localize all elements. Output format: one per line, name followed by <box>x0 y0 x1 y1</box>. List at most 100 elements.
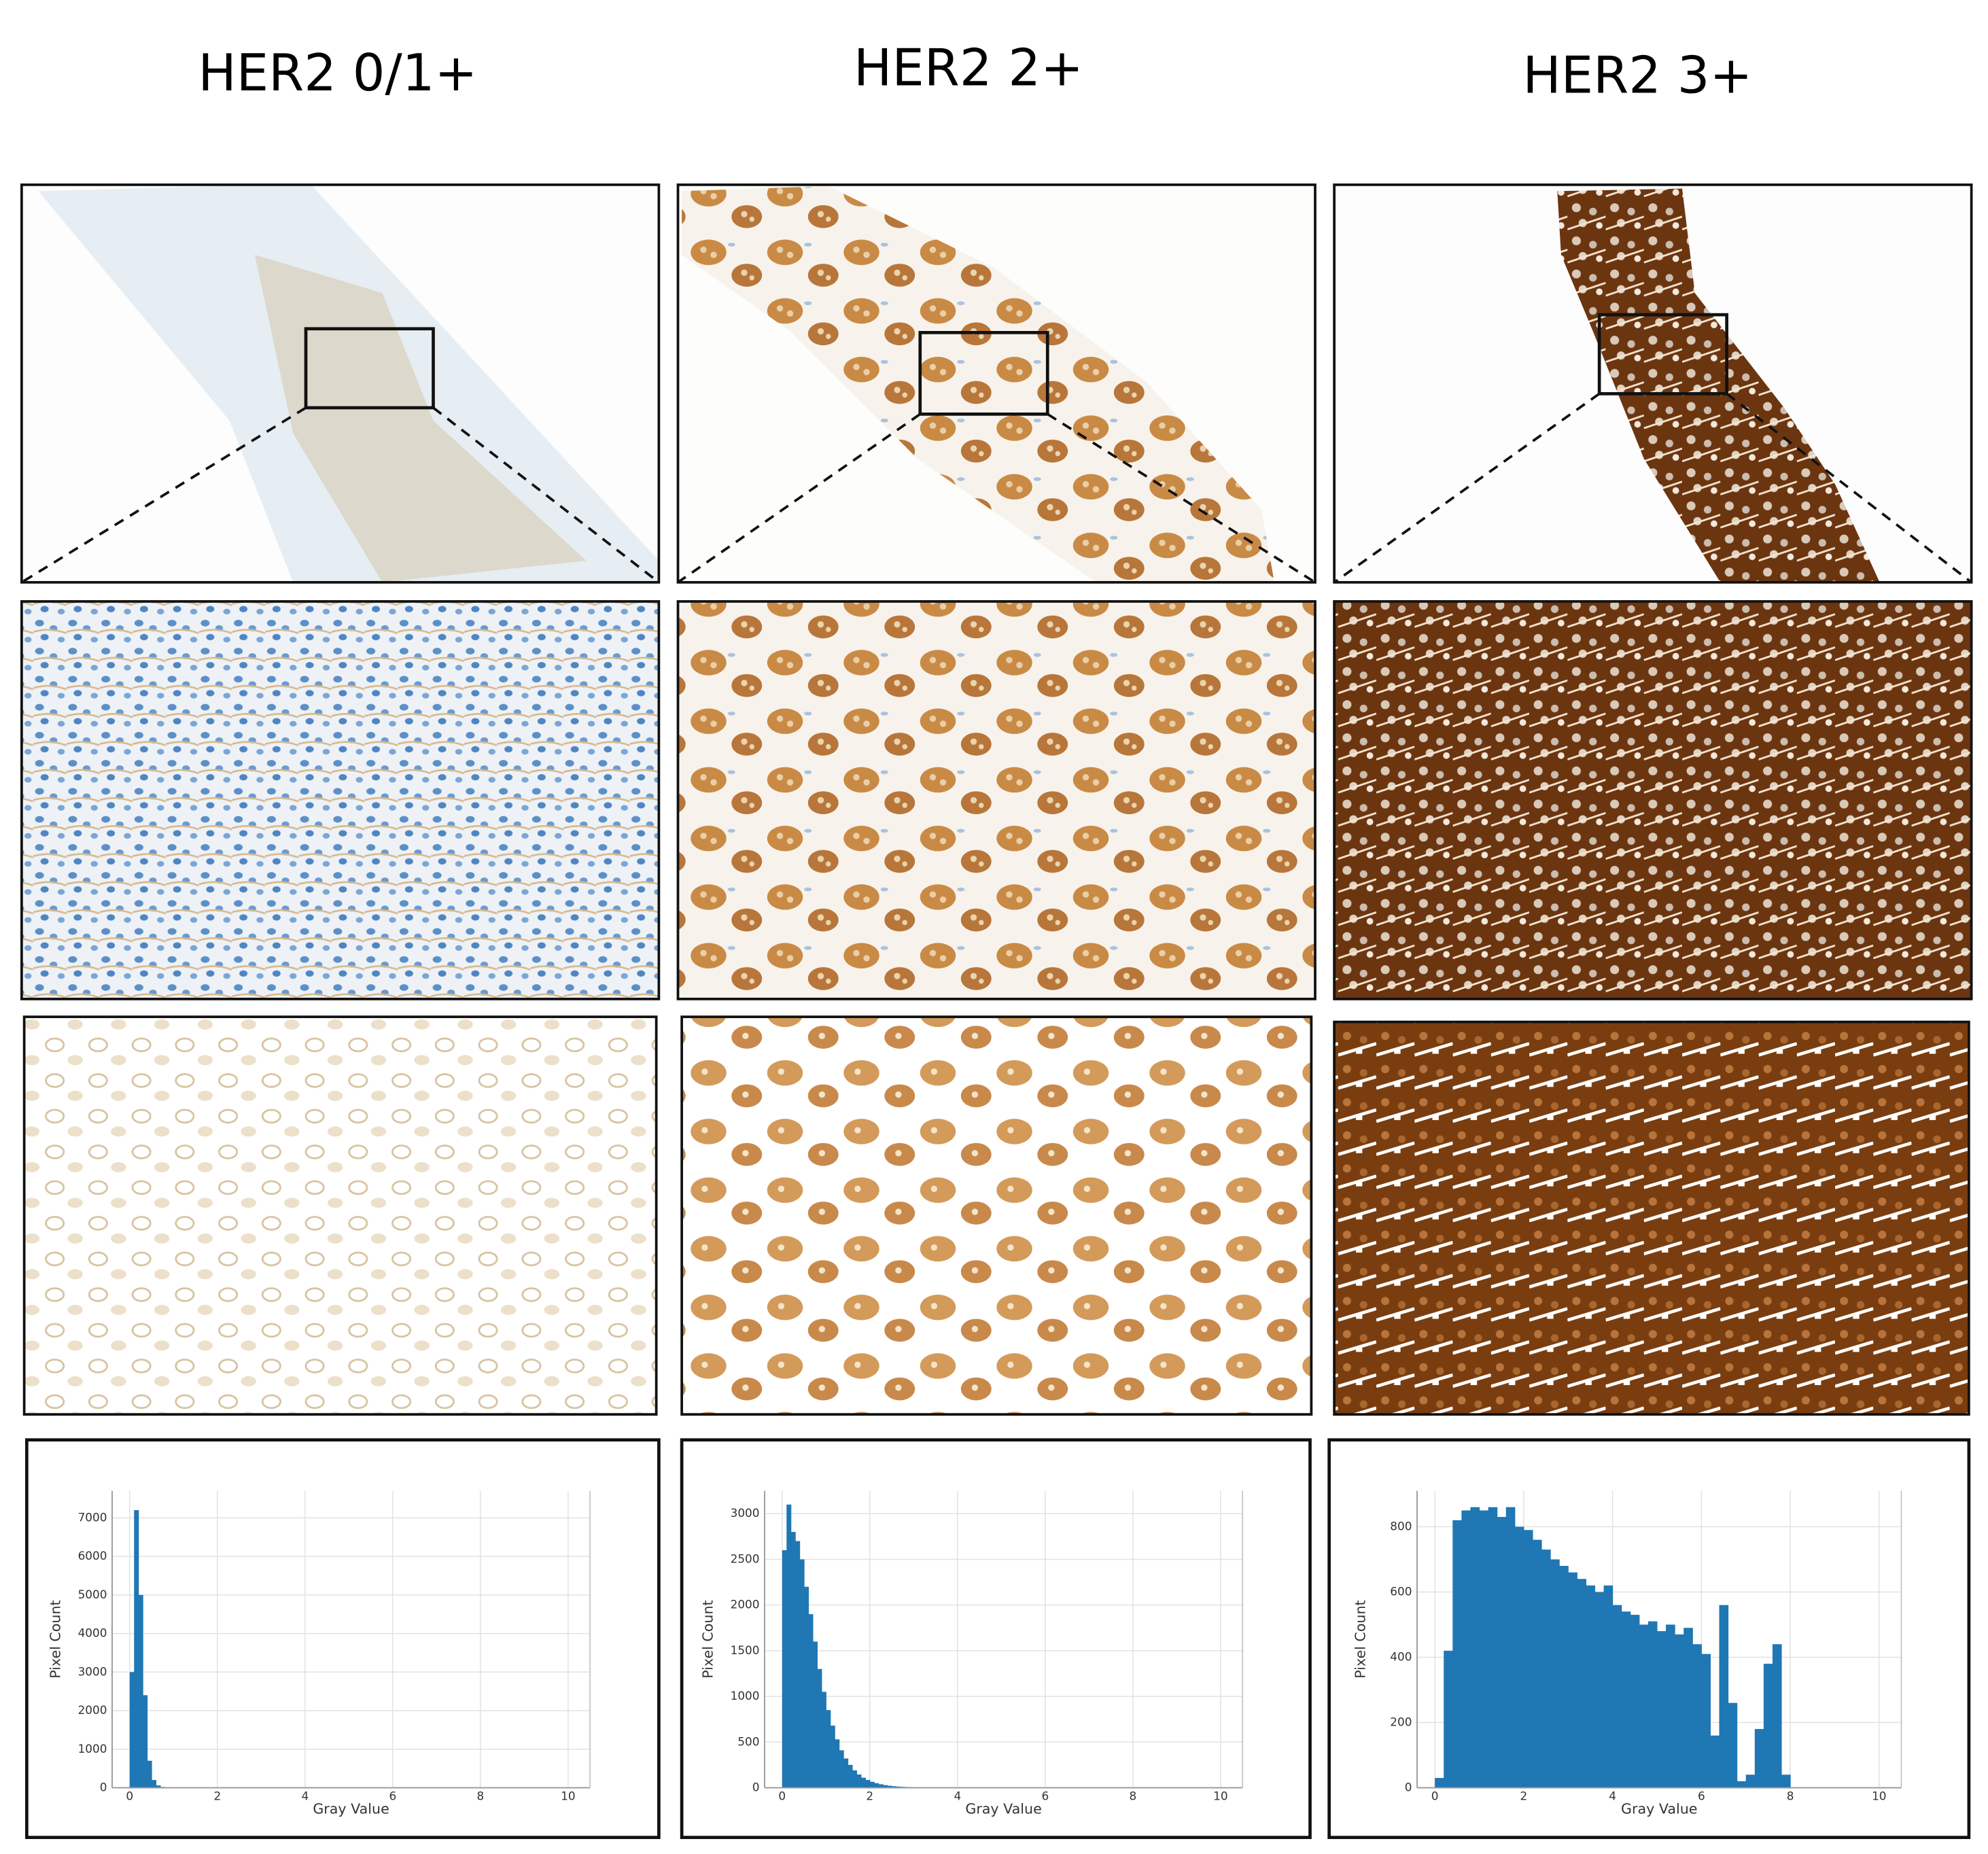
histogram-bar <box>1781 1774 1791 1788</box>
histogram-bar <box>156 1785 161 1788</box>
overview-image <box>20 183 661 584</box>
histogram-bar <box>1728 1702 1738 1788</box>
histogram-bar <box>1719 1605 1729 1788</box>
histogram-bar <box>1754 1729 1764 1788</box>
overview-image <box>1333 183 1973 584</box>
y-axis-label: Pixel Count <box>699 1600 716 1678</box>
dab-image <box>680 1015 1313 1416</box>
histogram-bar <box>874 1783 879 1788</box>
y-tick-label: 600 <box>1390 1584 1412 1598</box>
x-tick-label: 10 <box>561 1789 575 1803</box>
histogram-bar <box>1505 1507 1516 1788</box>
histogram-bar <box>1594 1592 1605 1788</box>
x-tick-label: 10 <box>1872 1789 1886 1803</box>
histogram-bar <box>1532 1539 1542 1788</box>
histogram-bar <box>878 1784 884 1788</box>
y-axis-label: Pixel Count <box>1352 1600 1368 1678</box>
histogram-bar <box>1470 1507 1480 1788</box>
x-tick-label: 2 <box>866 1789 873 1803</box>
x-axis-label: Gray Value <box>313 1800 389 1817</box>
histogram-bar <box>147 1760 152 1788</box>
column-title: HER2 0/1+ <box>198 43 477 103</box>
histogram-bar <box>1497 1517 1507 1788</box>
histogram-bar <box>1452 1520 1462 1788</box>
histogram-bar <box>1621 1611 1631 1788</box>
y-tick-label: 1500 <box>731 1643 760 1657</box>
y-tick-label: 2500 <box>731 1552 760 1565</box>
histogram-bar <box>799 1559 805 1788</box>
histogram-bar <box>1630 1615 1640 1788</box>
histogram-bar <box>1488 1507 1498 1788</box>
y-tick-label: 3000 <box>731 1506 760 1520</box>
histogram-bar <box>1603 1585 1614 1788</box>
x-tick-label: 8 <box>1787 1789 1794 1803</box>
x-tick-label: 4 <box>301 1789 309 1803</box>
overview-image <box>676 183 1316 584</box>
x-axis-label: Gray Value <box>1621 1800 1697 1817</box>
histogram-bar <box>830 1726 835 1788</box>
x-tick-label: 8 <box>476 1789 484 1803</box>
y-tick-label: 2000 <box>78 1703 107 1717</box>
zoom-image <box>1333 600 1973 1000</box>
histogram-bar <box>1737 1781 1747 1788</box>
x-tick-label: 6 <box>1041 1789 1049 1803</box>
histogram-bar <box>134 1510 139 1788</box>
dab-image <box>1333 1020 1970 1416</box>
column-title: HER2 3+ <box>1522 46 1752 105</box>
x-axis-label: Gray Value <box>965 1800 1041 1817</box>
x-tick-label: 4 <box>954 1789 961 1803</box>
histogram-bar <box>786 1504 792 1788</box>
x-tick-label: 10 <box>1213 1789 1227 1803</box>
histogram-bar <box>821 1692 826 1788</box>
column-title: HER2 2+ <box>854 37 1083 97</box>
histogram-bar <box>856 1774 862 1788</box>
y-tick-label: 0 <box>1405 1781 1412 1794</box>
histogram-bar <box>852 1770 858 1788</box>
x-tick-label: 6 <box>389 1789 396 1803</box>
histogram-panel <box>680 1438 1312 1839</box>
histogram-bar <box>839 1750 844 1788</box>
x-tick-label: 2 <box>1520 1789 1528 1803</box>
y-tick-label: 7000 <box>78 1510 107 1524</box>
histogram-bar <box>1684 1628 1693 1788</box>
x-tick-label: 4 <box>1609 1789 1616 1803</box>
histogram-bar <box>843 1758 849 1788</box>
histogram-bar <box>1656 1631 1667 1788</box>
histogram-bar <box>1541 1550 1551 1788</box>
histogram-bar <box>1461 1510 1471 1788</box>
histogram-bar <box>143 1695 148 1788</box>
x-tick-label: 6 <box>1698 1789 1705 1803</box>
y-tick-label: 400 <box>1390 1649 1412 1663</box>
histogram-bar <box>1763 1664 1773 1788</box>
histogram-bar <box>804 1586 809 1788</box>
histogram-bar <box>790 1532 796 1788</box>
y-axis-label: Pixel Count <box>47 1600 63 1678</box>
x-tick-label: 2 <box>213 1789 221 1803</box>
y-tick-label: 1000 <box>78 1742 107 1755</box>
y-tick-label: 0 <box>752 1781 760 1794</box>
x-tick-label: 0 <box>126 1789 133 1803</box>
y-tick-label: 5000 <box>78 1588 107 1601</box>
histogram-bar <box>812 1641 818 1788</box>
histogram-bar <box>1586 1585 1596 1788</box>
x-tick-label: 0 <box>1431 1789 1439 1803</box>
histogram-bar <box>1639 1624 1649 1788</box>
histogram-bar <box>860 1777 866 1788</box>
histogram-bar <box>1435 1778 1444 1788</box>
histogram-bar <box>835 1739 840 1788</box>
histogram-bar <box>848 1764 853 1788</box>
histogram-bar <box>869 1781 875 1788</box>
y-tick-label: 200 <box>1390 1715 1412 1728</box>
histogram-bar <box>1550 1559 1560 1788</box>
y-tick-label: 2000 <box>731 1598 760 1611</box>
histogram-bar <box>1559 1566 1569 1788</box>
histogram-bar <box>1444 1650 1453 1788</box>
zoom-image <box>676 600 1316 1000</box>
histogram-bar <box>1772 1644 1782 1788</box>
histogram-bar <box>1692 1644 1702 1788</box>
x-tick-label: 8 <box>1129 1789 1136 1803</box>
histogram-bar <box>1647 1621 1658 1788</box>
histogram-bar <box>795 1541 801 1788</box>
histogram-bar <box>1745 1774 1756 1788</box>
